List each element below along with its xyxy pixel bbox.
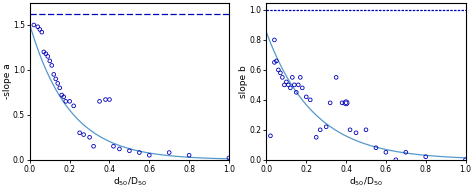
Point [279,76,286,79]
Point [462,158,469,161]
Point [287,86,294,89]
Point [80,133,87,136]
Point [165,151,173,154]
Point [46,59,54,63]
Point [271,38,278,41]
Point [283,80,290,83]
Point [48,64,55,67]
Point [422,155,429,158]
Point [312,136,320,139]
Point [52,77,60,80]
Point [50,73,57,76]
Point [44,55,52,58]
Point [185,154,193,157]
Point [58,93,65,97]
Point [281,83,288,86]
Point [352,131,360,134]
Point [40,50,47,53]
Point [146,154,153,157]
Point [38,31,46,34]
Point [291,83,298,86]
Point [76,131,83,134]
Point [307,98,314,101]
Point [292,91,300,94]
Point [96,100,103,103]
Point [289,76,296,79]
Point [273,59,280,63]
Point [362,128,370,131]
Point [56,86,64,89]
Point [34,25,42,28]
Point [66,100,73,103]
Point [332,76,340,79]
X-axis label: d$_{50}$/D$_{50}$: d$_{50}$/D$_{50}$ [112,175,146,188]
Point [60,95,67,98]
Point [284,83,292,86]
Point [402,151,410,154]
Point [277,71,284,74]
Point [225,156,233,159]
Point [90,145,97,148]
Point [36,28,44,31]
Point [327,101,334,104]
Point [126,149,133,152]
Point [342,101,350,104]
X-axis label: d$_{50}$/D$_{50}$: d$_{50}$/D$_{50}$ [349,175,383,188]
Point [322,125,330,128]
Point [346,128,354,131]
Point [109,145,117,148]
Point [271,61,278,64]
Point [274,68,282,71]
Point [62,100,70,103]
Point [372,146,380,149]
Point [267,134,274,137]
Point [338,101,346,104]
Point [382,151,390,154]
Point [106,98,113,101]
Point [42,52,50,55]
Point [297,76,304,79]
Point [86,136,93,139]
Point [116,147,123,150]
Point [302,95,310,98]
Y-axis label: -slope a: -slope a [2,63,11,99]
Point [30,23,37,26]
Point [54,82,62,85]
Point [294,83,302,86]
Point [342,101,350,104]
Point [392,158,400,161]
Point [102,98,109,101]
Point [136,151,143,154]
Y-axis label: slope b: slope b [239,65,248,97]
Point [317,128,324,131]
Point [70,104,77,107]
Point [299,86,306,89]
